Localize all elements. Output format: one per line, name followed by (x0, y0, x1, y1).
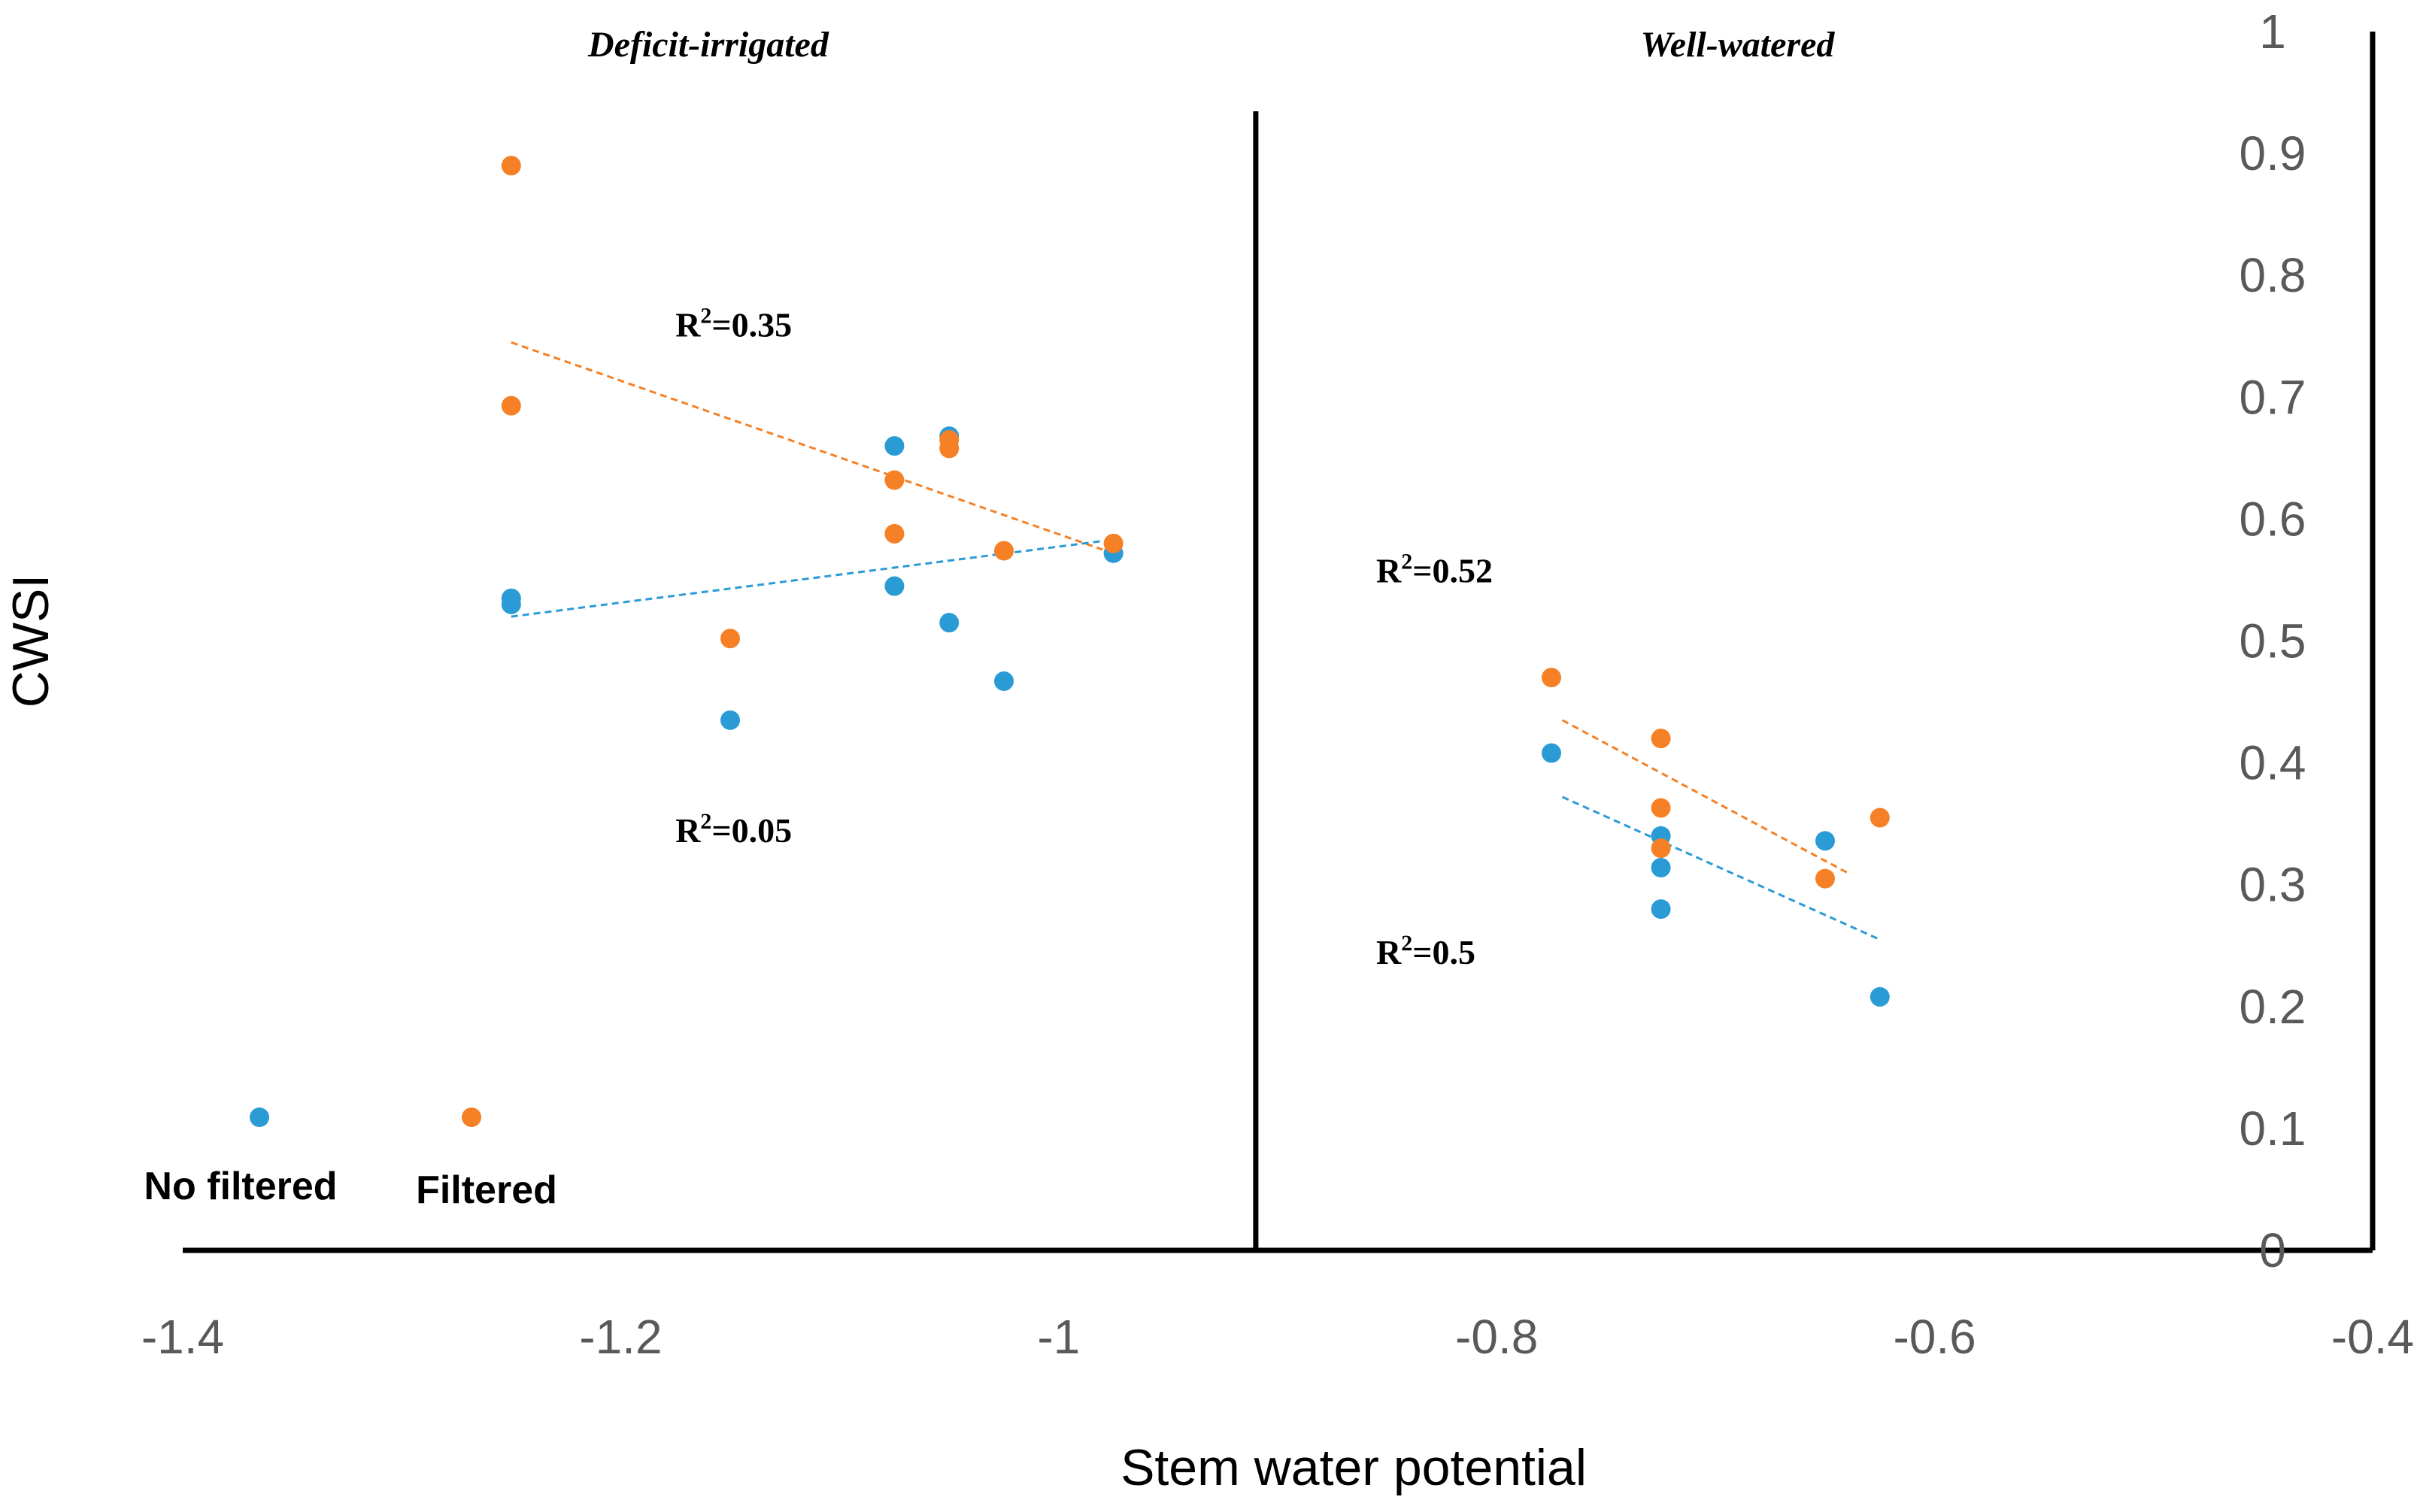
y-tick-label: 0.3 (2240, 858, 2306, 912)
y-tick-label: 0.7 (2240, 370, 2306, 424)
x-tick-label: -1 (1037, 1310, 1080, 1364)
data-point (1542, 743, 1561, 763)
trendline (511, 540, 1103, 618)
data-point (1651, 798, 1671, 818)
y-tick-label: 0.6 (2240, 492, 2306, 546)
data-points (501, 156, 1890, 1007)
data-point (1870, 808, 1890, 828)
legend-marker (462, 1107, 481, 1127)
trendline (1561, 719, 1848, 874)
panel-label: Well-watered (1641, 25, 1836, 65)
y-tick-label: 0.8 (2240, 248, 2306, 302)
y-tick-label: 0 (2259, 1223, 2286, 1277)
trendlines (511, 341, 1881, 941)
data-point (1815, 868, 1835, 889)
x-tick-label: -1.2 (579, 1310, 662, 1364)
x-tick-label: -0.4 (2331, 1310, 2414, 1364)
r-squared-label: R2=0.05 (675, 809, 792, 850)
data-point (884, 576, 905, 596)
data-point (1815, 831, 1835, 851)
data-point (1651, 729, 1671, 749)
legend: No filtered Filtered (144, 1107, 557, 1212)
data-point (994, 671, 1014, 691)
data-point (501, 395, 521, 416)
data-point (501, 156, 521, 176)
x-tick-label: -0.8 (1455, 1310, 1538, 1364)
y-tick-label: 0.5 (2240, 614, 2306, 668)
data-point (884, 470, 905, 490)
r-squared-label: R2=0.52 (1376, 550, 1493, 590)
axes: -1.4 -1.2 -1 -0.8 -0.6 -0.4 0 0.1 0.2 0.3 0.4 0.5 0.… (2, 5, 2414, 1496)
y-tick-label: 0.2 (2240, 980, 2306, 1034)
data-point (884, 523, 905, 544)
panel-label: Deficit-irrigated (587, 25, 829, 65)
data-point (1870, 986, 1890, 1007)
y-axis-title: CWSI (2, 574, 59, 708)
y-tick-label: 0.9 (2240, 126, 2306, 180)
annotations: Deficit-irrigated Well-watered R2=0.35 R2=0… (587, 25, 1835, 971)
r-squared-label: R2=0.5 (1376, 931, 1475, 971)
legend-label: Filtered (416, 1168, 557, 1212)
data-point (720, 710, 740, 730)
x-axis-title: Stem water potential (1121, 1439, 1587, 1496)
data-point (1651, 899, 1671, 920)
y-tick-label: 0.1 (2240, 1101, 2306, 1156)
data-point (939, 613, 960, 633)
legend-marker (250, 1107, 269, 1127)
r-squared-label: R2=0.35 (675, 303, 792, 344)
data-point (720, 629, 740, 649)
data-point (1542, 668, 1561, 688)
data-point (884, 436, 905, 456)
x-tick-label: -0.6 (1893, 1310, 1976, 1364)
data-point (994, 541, 1014, 561)
data-point (939, 438, 960, 459)
y-tick-label: 0.4 (2240, 736, 2306, 790)
legend-label: No filtered (144, 1165, 337, 1208)
data-point (1651, 838, 1671, 859)
trendline (511, 341, 1103, 551)
x-tick-label: -1.4 (141, 1310, 224, 1364)
data-point (1651, 858, 1671, 878)
data-point (501, 594, 521, 614)
trendline (1561, 795, 1881, 941)
data-point (1103, 533, 1124, 553)
y-tick-label: 1 (2259, 5, 2286, 59)
